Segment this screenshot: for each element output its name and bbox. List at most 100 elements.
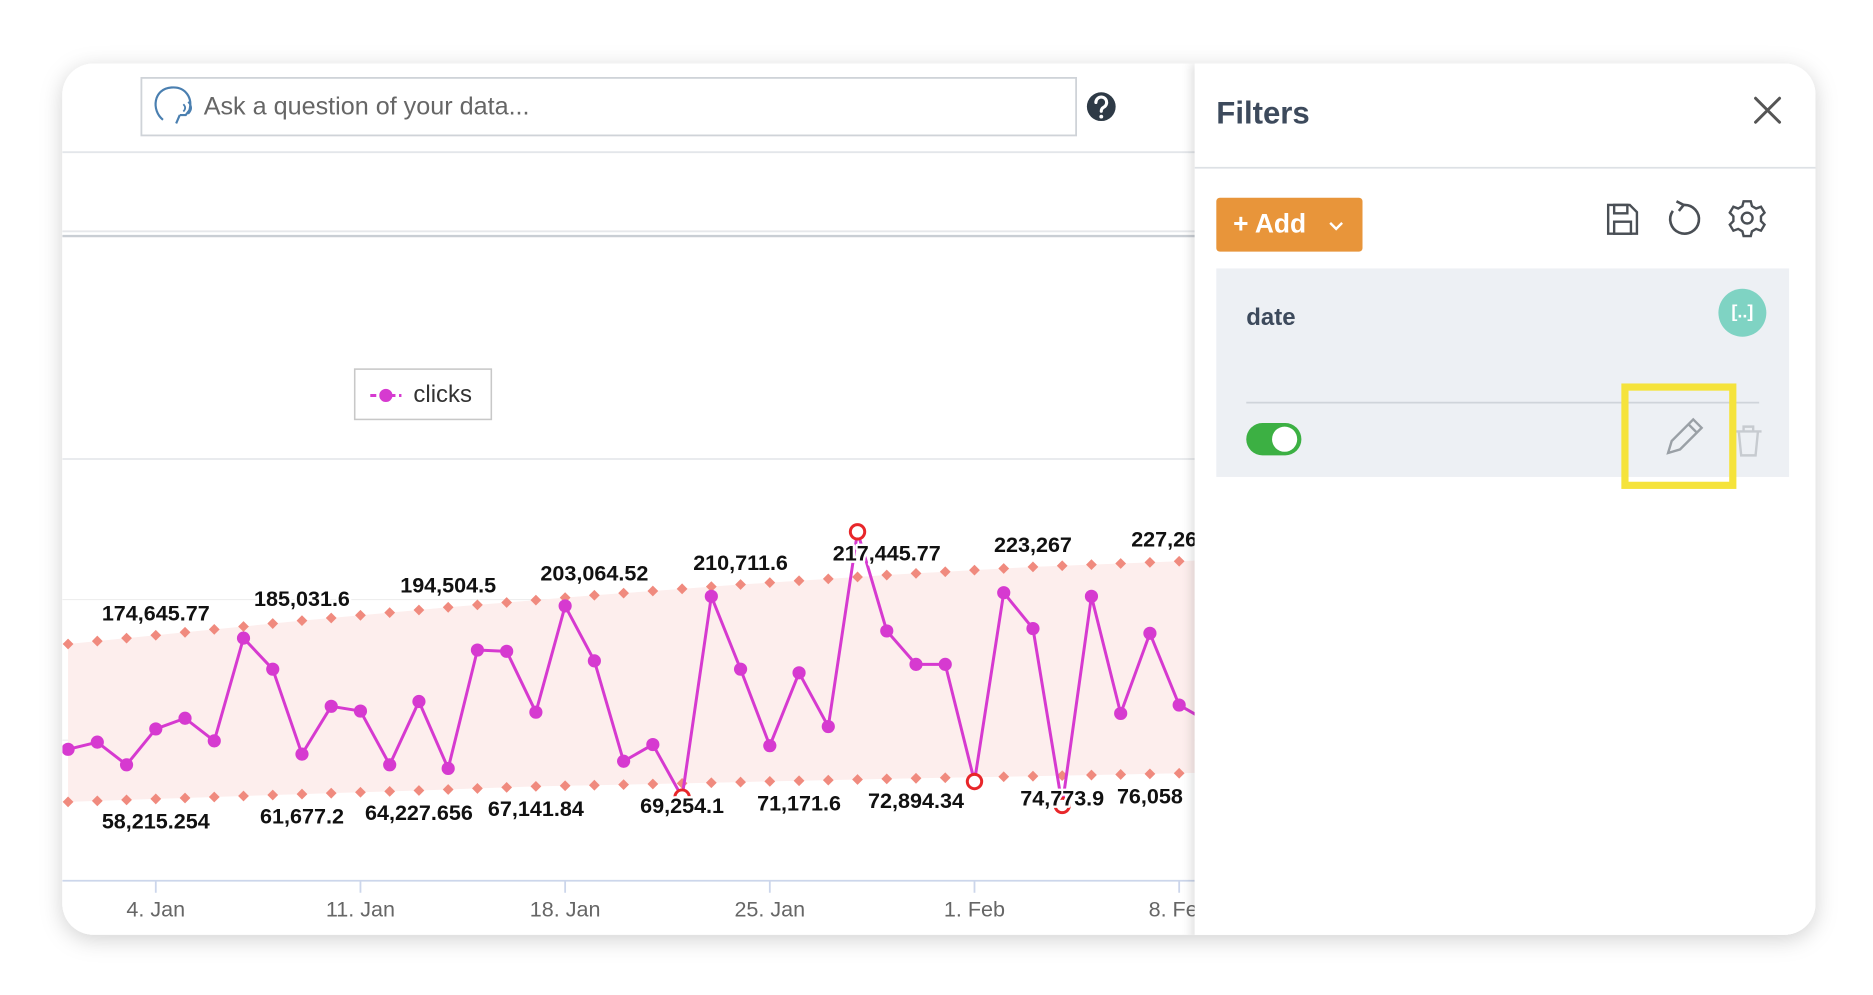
band-upper-label: 203,064.52 [540,561,648,586]
filter-badge-label: [..] [1731,302,1753,322]
search-input[interactable] [140,77,1078,137]
data-point [441,761,455,776]
data-point [500,644,514,658]
band-lower-label: 74,773.9 [1020,785,1104,810]
data-point [62,742,75,756]
band-upper-marker [208,623,220,635]
band-lower-marker [1086,769,1097,781]
data-point [880,624,894,638]
band-lower-label: 58,215.254 [102,809,210,834]
data-point [1026,621,1040,636]
band-upper-marker [1056,560,1068,572]
band-lower-marker [939,772,951,784]
data-point [470,643,485,657]
data-point [353,704,368,718]
band-lower-label: 76,058 [1117,784,1183,809]
data-point [412,694,426,709]
band-lower-marker [1144,768,1156,780]
band-lower-label: 72,894.34 [868,788,964,813]
band-upper-marker [822,573,834,585]
band-lower-marker [822,774,834,786]
band-lower-marker [472,783,483,794]
data-point [733,662,748,676]
data-point [587,654,601,668]
band-upper-label: 194,504.5 [400,573,496,598]
data-point [997,586,1011,600]
filter-toggle[interactable] [1246,423,1302,456]
edit-icon[interactable] [1666,417,1704,455]
band-lower-marker [91,795,103,807]
data-point [938,657,952,671]
band-lower-marker [208,791,220,803]
delete-icon[interactable] [1735,425,1762,457]
data-point [673,788,691,806]
band-upper-marker [1144,556,1156,568]
voice-waves [182,101,193,115]
data-point [295,747,309,761]
data-point [1172,698,1186,712]
band-lower-label: 67,141.84 [488,796,584,821]
band-lower-marker [296,788,308,800]
settings-icon[interactable] [1728,200,1767,238]
band-lower-marker [910,772,922,784]
band-lower-label: 61,677.2 [260,804,344,829]
band-upper-marker [735,579,746,590]
band-lower-marker [384,785,396,797]
data-point [965,772,984,791]
filter-badge [1718,288,1767,337]
filter-field: date [1246,304,1295,331]
band-lower-marker [1173,767,1185,779]
legend-label[interactable]: clicks [413,381,472,408]
band-upper-marker [1115,558,1127,569]
data-point [207,734,221,748]
band-lower-label: 69,254.1 [640,793,724,818]
data-point [617,754,631,768]
data-point [1084,589,1099,603]
data-point [236,631,251,645]
band-upper-marker [267,618,279,629]
data-point [646,737,660,752]
band-upper-marker [355,609,366,621]
band-upper-marker [62,638,74,650]
band-lower-marker [150,793,162,805]
close-button[interactable] [1754,96,1782,124]
data-point [1114,706,1128,721]
highlight-box [1621,383,1737,489]
data-point [266,662,280,676]
data-point [383,758,397,772]
legend [353,368,493,421]
x-tick-label: 11. Jan [326,896,395,921]
filters-panel [1194,63,1816,935]
band-lower-label: 64,227.656 [365,800,473,825]
data-point [119,758,134,772]
x-tick-label: 18. Jan [530,896,601,921]
save-icon[interactable] [1606,203,1639,235]
data-point [704,589,718,603]
data-point [848,523,867,541]
data-point [909,657,923,671]
filter-card [1216,268,1790,477]
add-button[interactable]: + Add [1216,197,1363,252]
band-upper-label: 185,031.6 [254,586,350,611]
data-point [821,719,835,734]
data-point [178,711,192,725]
x-tick-label: 25. Jan [734,896,805,921]
x-tick-label: 1. Feb [944,896,1005,921]
band-upper-marker [998,563,1010,574]
band-lower-marker [588,779,600,791]
data-point [1053,796,1071,815]
band-upper-label: 223,267 [994,532,1072,557]
band-upper-label: 210,711.6 [693,550,788,575]
band-upper-marker [793,575,805,587]
reset-icon[interactable] [1668,200,1701,235]
data-point [324,699,338,713]
panel-title: Filters [1216,95,1309,130]
help-icon[interactable] [1086,92,1116,122]
band-upper-marker [179,626,191,638]
band-upper-marker [501,597,513,608]
band-lower-marker [1115,769,1127,780]
data-point [558,599,572,613]
voice-icon[interactable] [154,86,192,124]
